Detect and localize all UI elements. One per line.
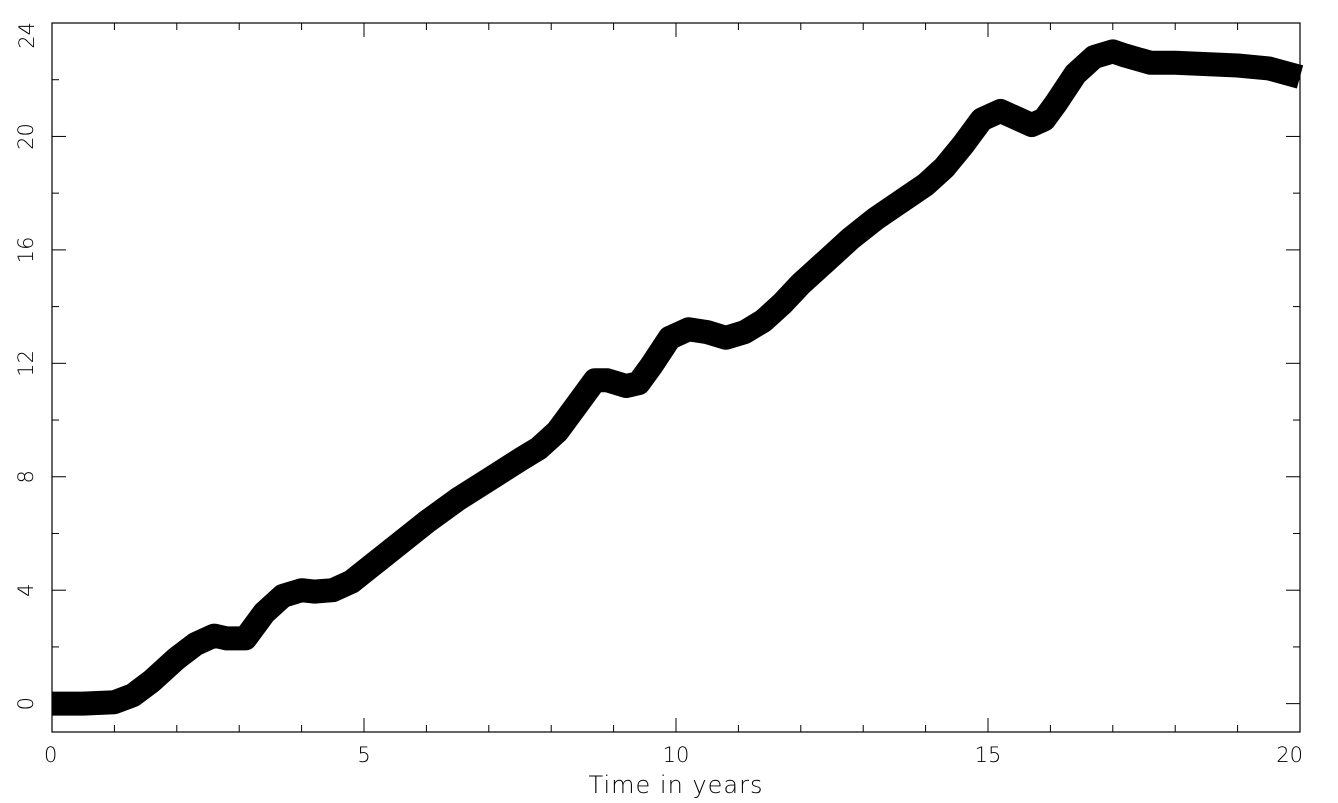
y-tick-label: 0 [14,697,38,710]
y-tick-label: 16 [14,237,38,264]
plot-frame [51,22,1301,733]
x-tick-labels: 0 5 10 15 20 [44,743,1303,767]
x-tick-label: 0 [44,743,57,767]
y-tick-label: 24 [15,22,39,49]
plot-border [51,22,1301,733]
x-axis-title: Time in years [589,771,764,799]
x-tick-label: 10 [663,743,690,767]
y-tick-label: 4 [14,584,38,597]
x-tick-label: 15 [975,743,1002,767]
y-tick-labels: 0 4 8 12 16 20 24 [14,22,39,710]
series-line [52,39,1304,716]
axis-ticks [51,22,1301,732]
y-tick-label: 20 [14,123,38,150]
y-tick-label: 8 [14,470,38,483]
y-tick-label: 12 [14,350,38,377]
x-tick-label: 5 [357,743,370,767]
series-group [52,39,1304,716]
x-tick-label: 20 [1276,743,1303,767]
